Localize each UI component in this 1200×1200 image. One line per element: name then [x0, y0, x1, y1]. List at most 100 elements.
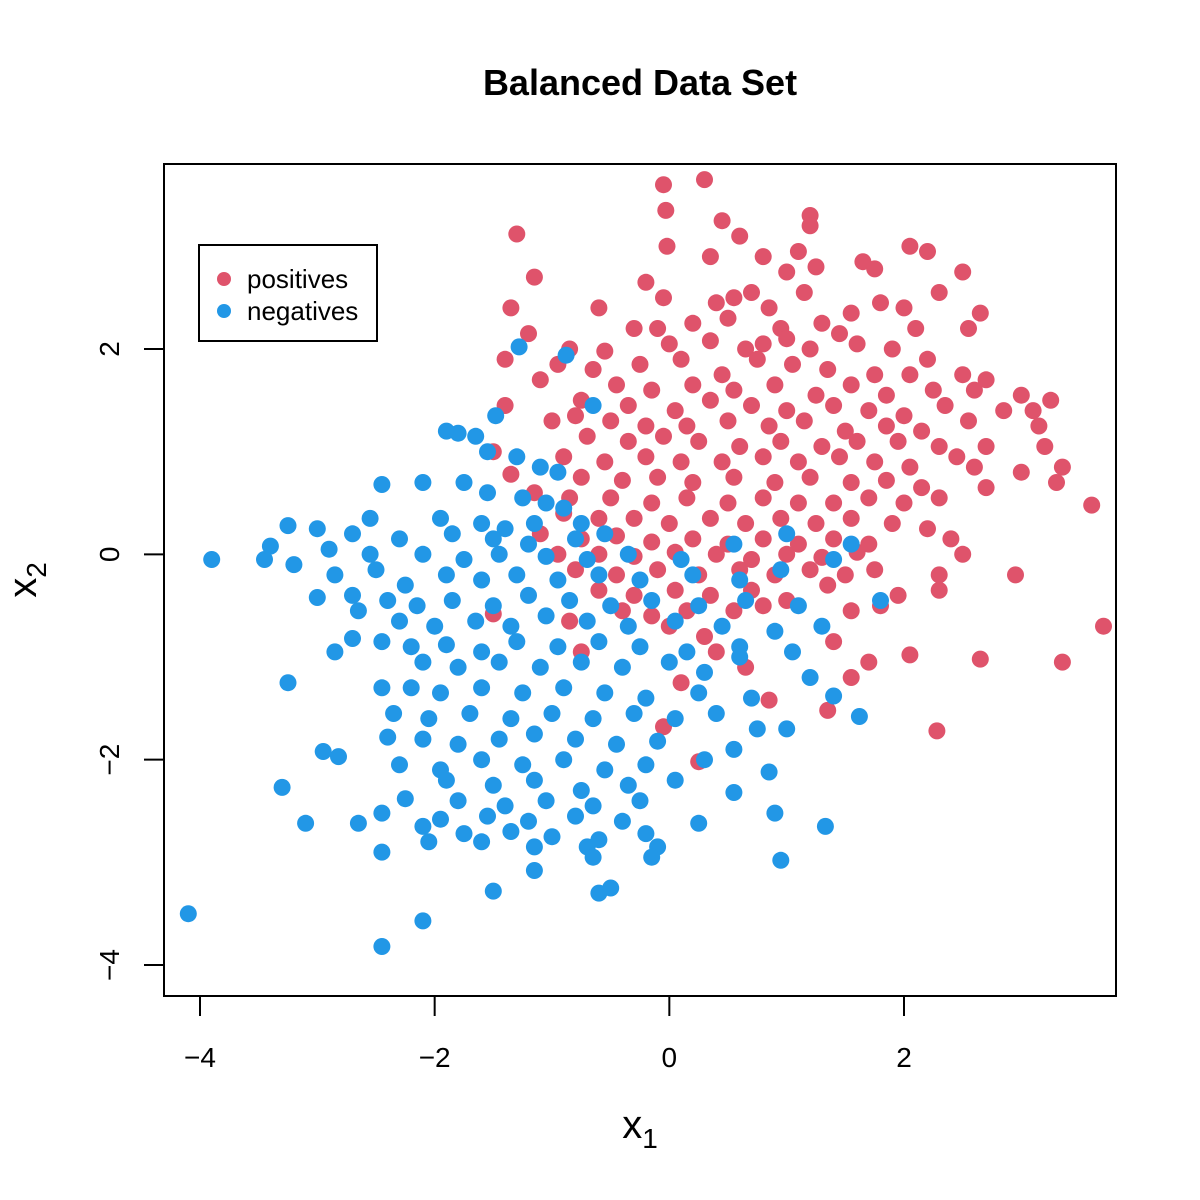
negatives-point: [572, 782, 590, 799]
negatives-point: [543, 705, 561, 722]
negatives-point: [557, 346, 575, 364]
negatives-point: [549, 463, 567, 481]
positives-point: [684, 474, 702, 491]
positives-point: [719, 412, 737, 430]
negatives-point: [567, 807, 584, 825]
positives-point: [658, 237, 676, 255]
positives-point: [625, 509, 643, 527]
negatives-point: [825, 551, 843, 568]
negatives-point: [508, 633, 526, 651]
positives-point: [807, 386, 825, 404]
negatives-point: [279, 674, 297, 692]
negatives-point: [850, 708, 868, 725]
positives-point: [1053, 653, 1071, 671]
positives-point: [766, 474, 784, 491]
positives-point: [760, 691, 778, 709]
positives-point: [778, 263, 796, 281]
negatives-point: [487, 407, 505, 425]
negatives-point: [373, 633, 391, 651]
negatives-point: [531, 658, 549, 676]
negatives-point: [297, 814, 315, 832]
positives-point: [913, 422, 931, 440]
negatives-point: [637, 689, 655, 707]
negatives-point: [543, 828, 561, 846]
positives-point: [666, 581, 684, 599]
negatives-point: [619, 617, 637, 635]
negatives-point: [373, 938, 391, 955]
positives-point: [813, 438, 831, 455]
positives-point: [619, 432, 637, 450]
negatives-point: [637, 756, 655, 774]
positives-point: [995, 402, 1013, 420]
positives-point: [649, 561, 667, 579]
negatives-point: [484, 530, 502, 548]
negatives-point: [725, 740, 743, 758]
negatives-point: [443, 525, 461, 543]
positives-point: [795, 284, 813, 301]
positives-point: [977, 438, 995, 455]
negatives-point: [279, 517, 297, 535]
negatives-point: [725, 784, 743, 801]
negatives-point: [549, 638, 567, 656]
negatives-point: [408, 597, 426, 615]
negatives-point: [584, 797, 602, 815]
positives-point: [637, 448, 655, 466]
positives-point: [701, 586, 719, 604]
positives-point: [1024, 402, 1042, 420]
negatives-point: [455, 551, 473, 568]
positives-point: [901, 646, 919, 664]
positives-point: [842, 602, 860, 620]
positives-point: [1012, 386, 1030, 404]
positives-point: [789, 535, 807, 553]
negatives-point: [672, 551, 690, 568]
negatives-point: [437, 636, 455, 654]
negatives-point: [584, 710, 602, 728]
negatives-point: [490, 653, 508, 671]
negatives-point: [473, 679, 491, 697]
positives-point: [848, 432, 866, 450]
positives-point: [807, 515, 825, 532]
positives-point: [696, 628, 713, 645]
negatives-point: [502, 823, 520, 840]
negatives-point: [725, 535, 743, 553]
negatives-point: [508, 566, 526, 584]
positives-point: [789, 494, 807, 512]
negatives-point: [443, 592, 461, 609]
positives-point: [866, 453, 884, 471]
positives-point: [977, 479, 995, 497]
positives-point: [543, 412, 561, 430]
positives-point: [901, 366, 919, 384]
positives-point: [707, 294, 725, 312]
negatives-point: [414, 912, 432, 930]
negatives-point: [432, 684, 449, 702]
positives-point: [737, 515, 755, 532]
positives-point: [602, 412, 620, 430]
positives-point: [872, 294, 889, 312]
negatives-point: [760, 763, 778, 781]
negatives-point: [567, 730, 584, 748]
positives-point: [877, 471, 895, 489]
positives-point: [778, 402, 796, 420]
negatives-point: [696, 751, 713, 769]
negatives-point: [320, 540, 338, 558]
negatives-point: [778, 720, 796, 738]
positives-point: [801, 340, 819, 358]
positives-point: [866, 366, 884, 384]
positives-point: [819, 361, 837, 378]
positives-point: [919, 520, 936, 538]
positives-point: [954, 263, 972, 281]
negatives-point: [520, 535, 537, 553]
legend-marker-negatives: [217, 304, 231, 318]
positives-point: [655, 176, 672, 194]
negatives-point: [449, 735, 467, 753]
positives-point: [1042, 391, 1060, 409]
positives-point: [531, 371, 549, 389]
positives-point: [930, 581, 948, 599]
positives-point: [678, 489, 696, 507]
positives-point: [760, 299, 778, 317]
positives-point: [1048, 474, 1065, 491]
negatives-point: [373, 804, 391, 822]
positives-point: [919, 243, 936, 260]
legend-label-positives: positives: [247, 264, 348, 294]
positives-point: [561, 612, 579, 630]
